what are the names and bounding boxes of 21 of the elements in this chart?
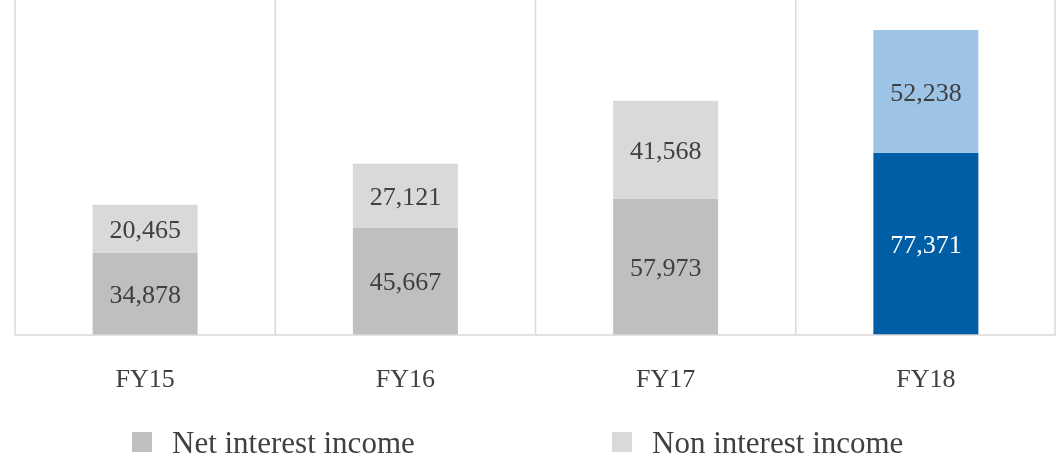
bar — [873, 30, 979, 153]
bar — [873, 152, 979, 335]
legend-label: Non interest income — [652, 424, 904, 460]
bar — [92, 252, 198, 335]
data-label: 27,121 — [369, 181, 442, 211]
data-label: 41,568 — [629, 135, 702, 165]
x-tick-label: FY17 — [636, 364, 696, 394]
x-tick-label: FY15 — [115, 364, 175, 394]
bar — [352, 163, 458, 228]
legend-label: Net interest income — [172, 424, 415, 460]
data-label: 20,465 — [109, 214, 181, 244]
bar — [352, 227, 458, 335]
data-label: 34,878 — [109, 280, 181, 310]
x-tick-label: FY18 — [896, 364, 956, 394]
data-label: 52,238 — [890, 77, 962, 107]
bar — [613, 100, 719, 199]
bar — [613, 198, 719, 335]
x-tick-label: FY16 — [375, 364, 435, 394]
data-label: 57,973 — [629, 252, 702, 282]
data-label: 45,667 — [369, 267, 442, 297]
data-label: 77,371 — [890, 230, 962, 260]
